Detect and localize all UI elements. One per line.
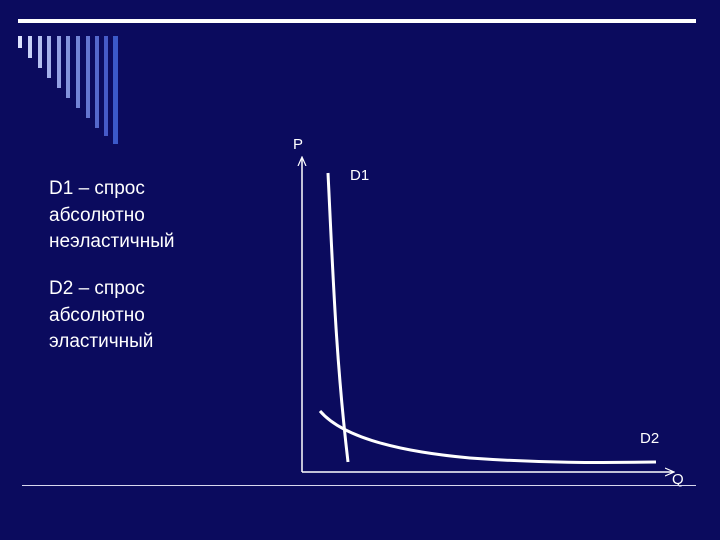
q-axis-label: Q <box>672 471 684 488</box>
d2-description: D2 – спрос абсолютно эластичный <box>49 278 154 352</box>
stripe <box>28 36 32 58</box>
stripe <box>86 36 90 118</box>
stripe <box>113 36 118 144</box>
stripe <box>18 36 22 48</box>
stripe <box>57 36 61 88</box>
curve-d1-label: D1 <box>350 167 369 184</box>
curve-d2-label: D2 <box>640 430 659 447</box>
d1-description: D1 – спрос абсолютно неэластичный <box>49 178 175 252</box>
stripe <box>47 36 51 78</box>
p-axis-label: P <box>293 136 303 153</box>
stripe <box>95 36 99 128</box>
stripe <box>66 36 70 98</box>
bottom-rule <box>22 485 696 486</box>
top-rule <box>18 19 696 23</box>
curve-d1 <box>326 172 350 463</box>
stripe <box>38 36 42 68</box>
stripe <box>76 36 80 108</box>
curve-d2 <box>318 410 657 465</box>
stripe <box>104 36 108 136</box>
